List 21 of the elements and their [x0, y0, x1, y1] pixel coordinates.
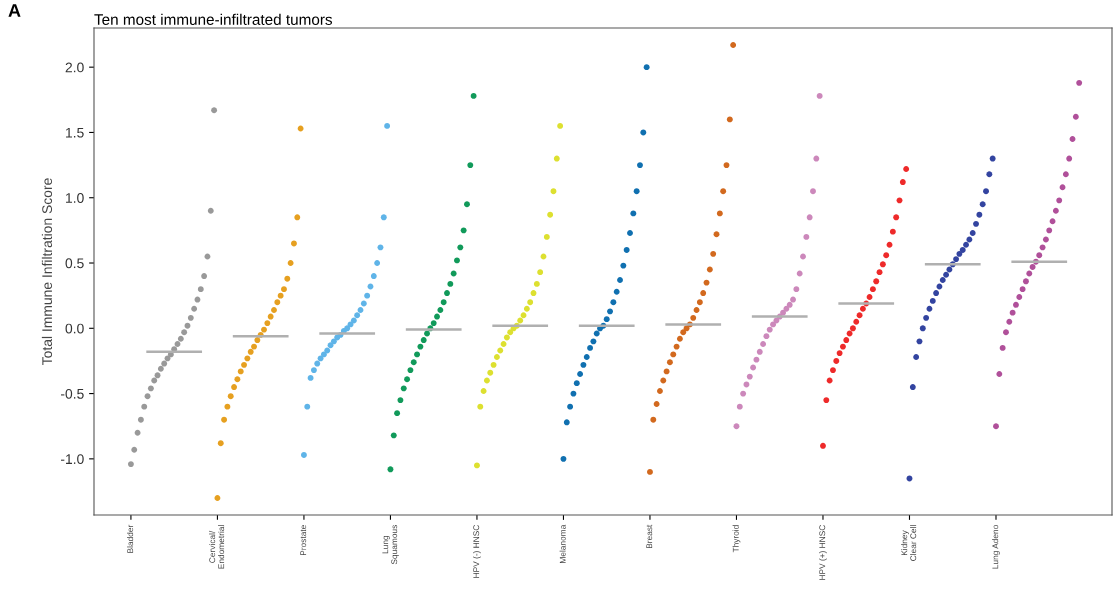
y-tick-label: 2.0: [65, 62, 84, 73]
y-tick-label: 1.0: [66, 193, 84, 203]
x-tick-label: Lung Adeno: [992, 525, 1000, 569]
x-tick-label: HPV (+) HNSC: [819, 525, 827, 580]
x-tick-label: Breast: [646, 524, 653, 549]
x-tick-label: HPV (-) HNSC: [473, 525, 481, 578]
y-tick-label: 1.5: [66, 127, 84, 138]
y-axis-title: Total Immune Infiltration Score: [41, 178, 53, 365]
y-tick-label: 0.0: [65, 323, 84, 334]
x-tick-label: Cervical/ Endometrial: [209, 525, 225, 569]
x-tick-label: Melanoma: [559, 524, 566, 563]
x-tick-label: Bladder: [127, 524, 134, 553]
y-tick-label: -1.0: [60, 454, 84, 465]
y-tick-label: 0.5: [65, 258, 84, 269]
text: A: [8, 4, 21, 17]
x-tick-label: Kidney Clear Cell: [901, 525, 917, 561]
y-tick-label: -0.5: [60, 388, 84, 399]
x-tick-label: Prostate: [300, 525, 307, 556]
chart-title: Ten most immune-infiltrated tumors: [94, 13, 333, 25]
x-tick-label: Lung Squamous: [382, 525, 399, 565]
x-tick-label: Thyroid: [732, 525, 741, 553]
